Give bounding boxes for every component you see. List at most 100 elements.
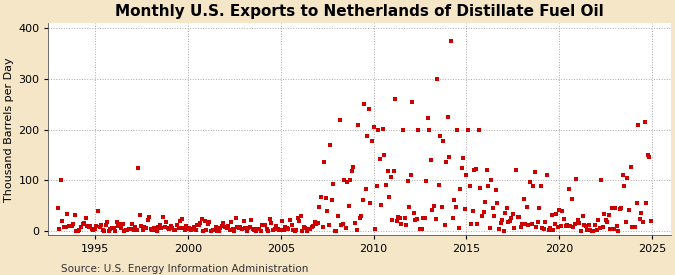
Point	[246, 218, 256, 222]
Point	[139, 225, 150, 229]
Point	[568, 225, 578, 230]
Point	[77, 222, 88, 227]
Point	[345, 178, 356, 183]
Point	[535, 184, 546, 188]
Point	[383, 194, 394, 199]
Point	[450, 205, 461, 209]
Point	[433, 183, 444, 187]
Point	[134, 213, 145, 218]
Point	[379, 153, 390, 157]
Point	[570, 222, 580, 226]
Point	[577, 214, 588, 219]
Point	[178, 226, 188, 230]
Point	[322, 209, 333, 213]
Point	[288, 227, 298, 232]
Point	[392, 219, 402, 224]
Point	[161, 220, 171, 225]
Point	[545, 226, 556, 230]
Point	[359, 102, 370, 106]
Point	[529, 169, 540, 174]
Point	[102, 219, 113, 224]
Point	[260, 222, 271, 227]
Point	[82, 224, 92, 228]
Point	[645, 218, 656, 223]
Point	[620, 220, 631, 224]
Point	[524, 180, 535, 184]
Point	[371, 184, 382, 188]
Point	[95, 224, 105, 229]
Point	[243, 226, 254, 230]
Point	[309, 220, 320, 224]
Point	[517, 222, 528, 226]
Point	[421, 179, 431, 184]
Point	[223, 224, 234, 229]
Point	[618, 173, 628, 178]
Point	[138, 228, 148, 232]
Point	[314, 205, 325, 209]
Point	[441, 160, 452, 164]
Point	[175, 219, 186, 224]
Point	[472, 222, 483, 226]
Point	[60, 224, 71, 229]
Point	[475, 186, 486, 190]
Point	[193, 223, 204, 227]
Point	[334, 117, 345, 122]
Point	[162, 226, 173, 231]
Point	[133, 166, 144, 170]
Point	[283, 226, 294, 231]
Point	[249, 228, 260, 232]
Point	[444, 155, 455, 159]
Point	[171, 223, 182, 227]
Point	[597, 224, 608, 229]
Point	[116, 226, 127, 231]
Point	[91, 224, 102, 228]
Point	[373, 128, 383, 132]
Point	[188, 225, 199, 229]
Point	[59, 225, 70, 229]
Point	[388, 169, 399, 173]
Point	[566, 196, 577, 201]
Point	[512, 215, 523, 219]
Point	[639, 120, 650, 124]
Point	[259, 223, 269, 227]
Point	[559, 217, 570, 222]
Point	[101, 222, 111, 227]
Point	[127, 222, 138, 226]
Point	[165, 224, 176, 228]
Point	[215, 226, 225, 230]
Point	[300, 226, 311, 230]
Point	[229, 229, 240, 233]
Point	[103, 229, 114, 233]
Point	[121, 228, 132, 232]
Point	[622, 176, 633, 180]
Point	[423, 116, 433, 120]
Point	[124, 226, 134, 231]
Point	[614, 207, 625, 211]
Point	[377, 126, 388, 131]
Point	[608, 227, 619, 231]
Point	[311, 221, 322, 226]
Point	[315, 195, 326, 199]
Point	[381, 183, 392, 187]
Point	[109, 229, 120, 233]
Point	[108, 225, 119, 230]
Point	[393, 214, 404, 219]
Point	[338, 222, 348, 226]
Point	[217, 224, 227, 229]
Point	[398, 128, 408, 132]
Point	[351, 228, 362, 232]
Point	[438, 139, 449, 144]
Point	[291, 228, 302, 232]
Point	[502, 206, 512, 210]
Point	[407, 100, 418, 104]
Point	[250, 229, 261, 233]
Point	[323, 222, 334, 227]
Point	[396, 221, 407, 226]
Point	[537, 226, 547, 231]
Point	[271, 224, 281, 229]
Point	[182, 227, 193, 232]
Point	[498, 229, 509, 233]
Point	[508, 211, 518, 216]
Point	[462, 128, 473, 132]
Point	[55, 178, 66, 183]
